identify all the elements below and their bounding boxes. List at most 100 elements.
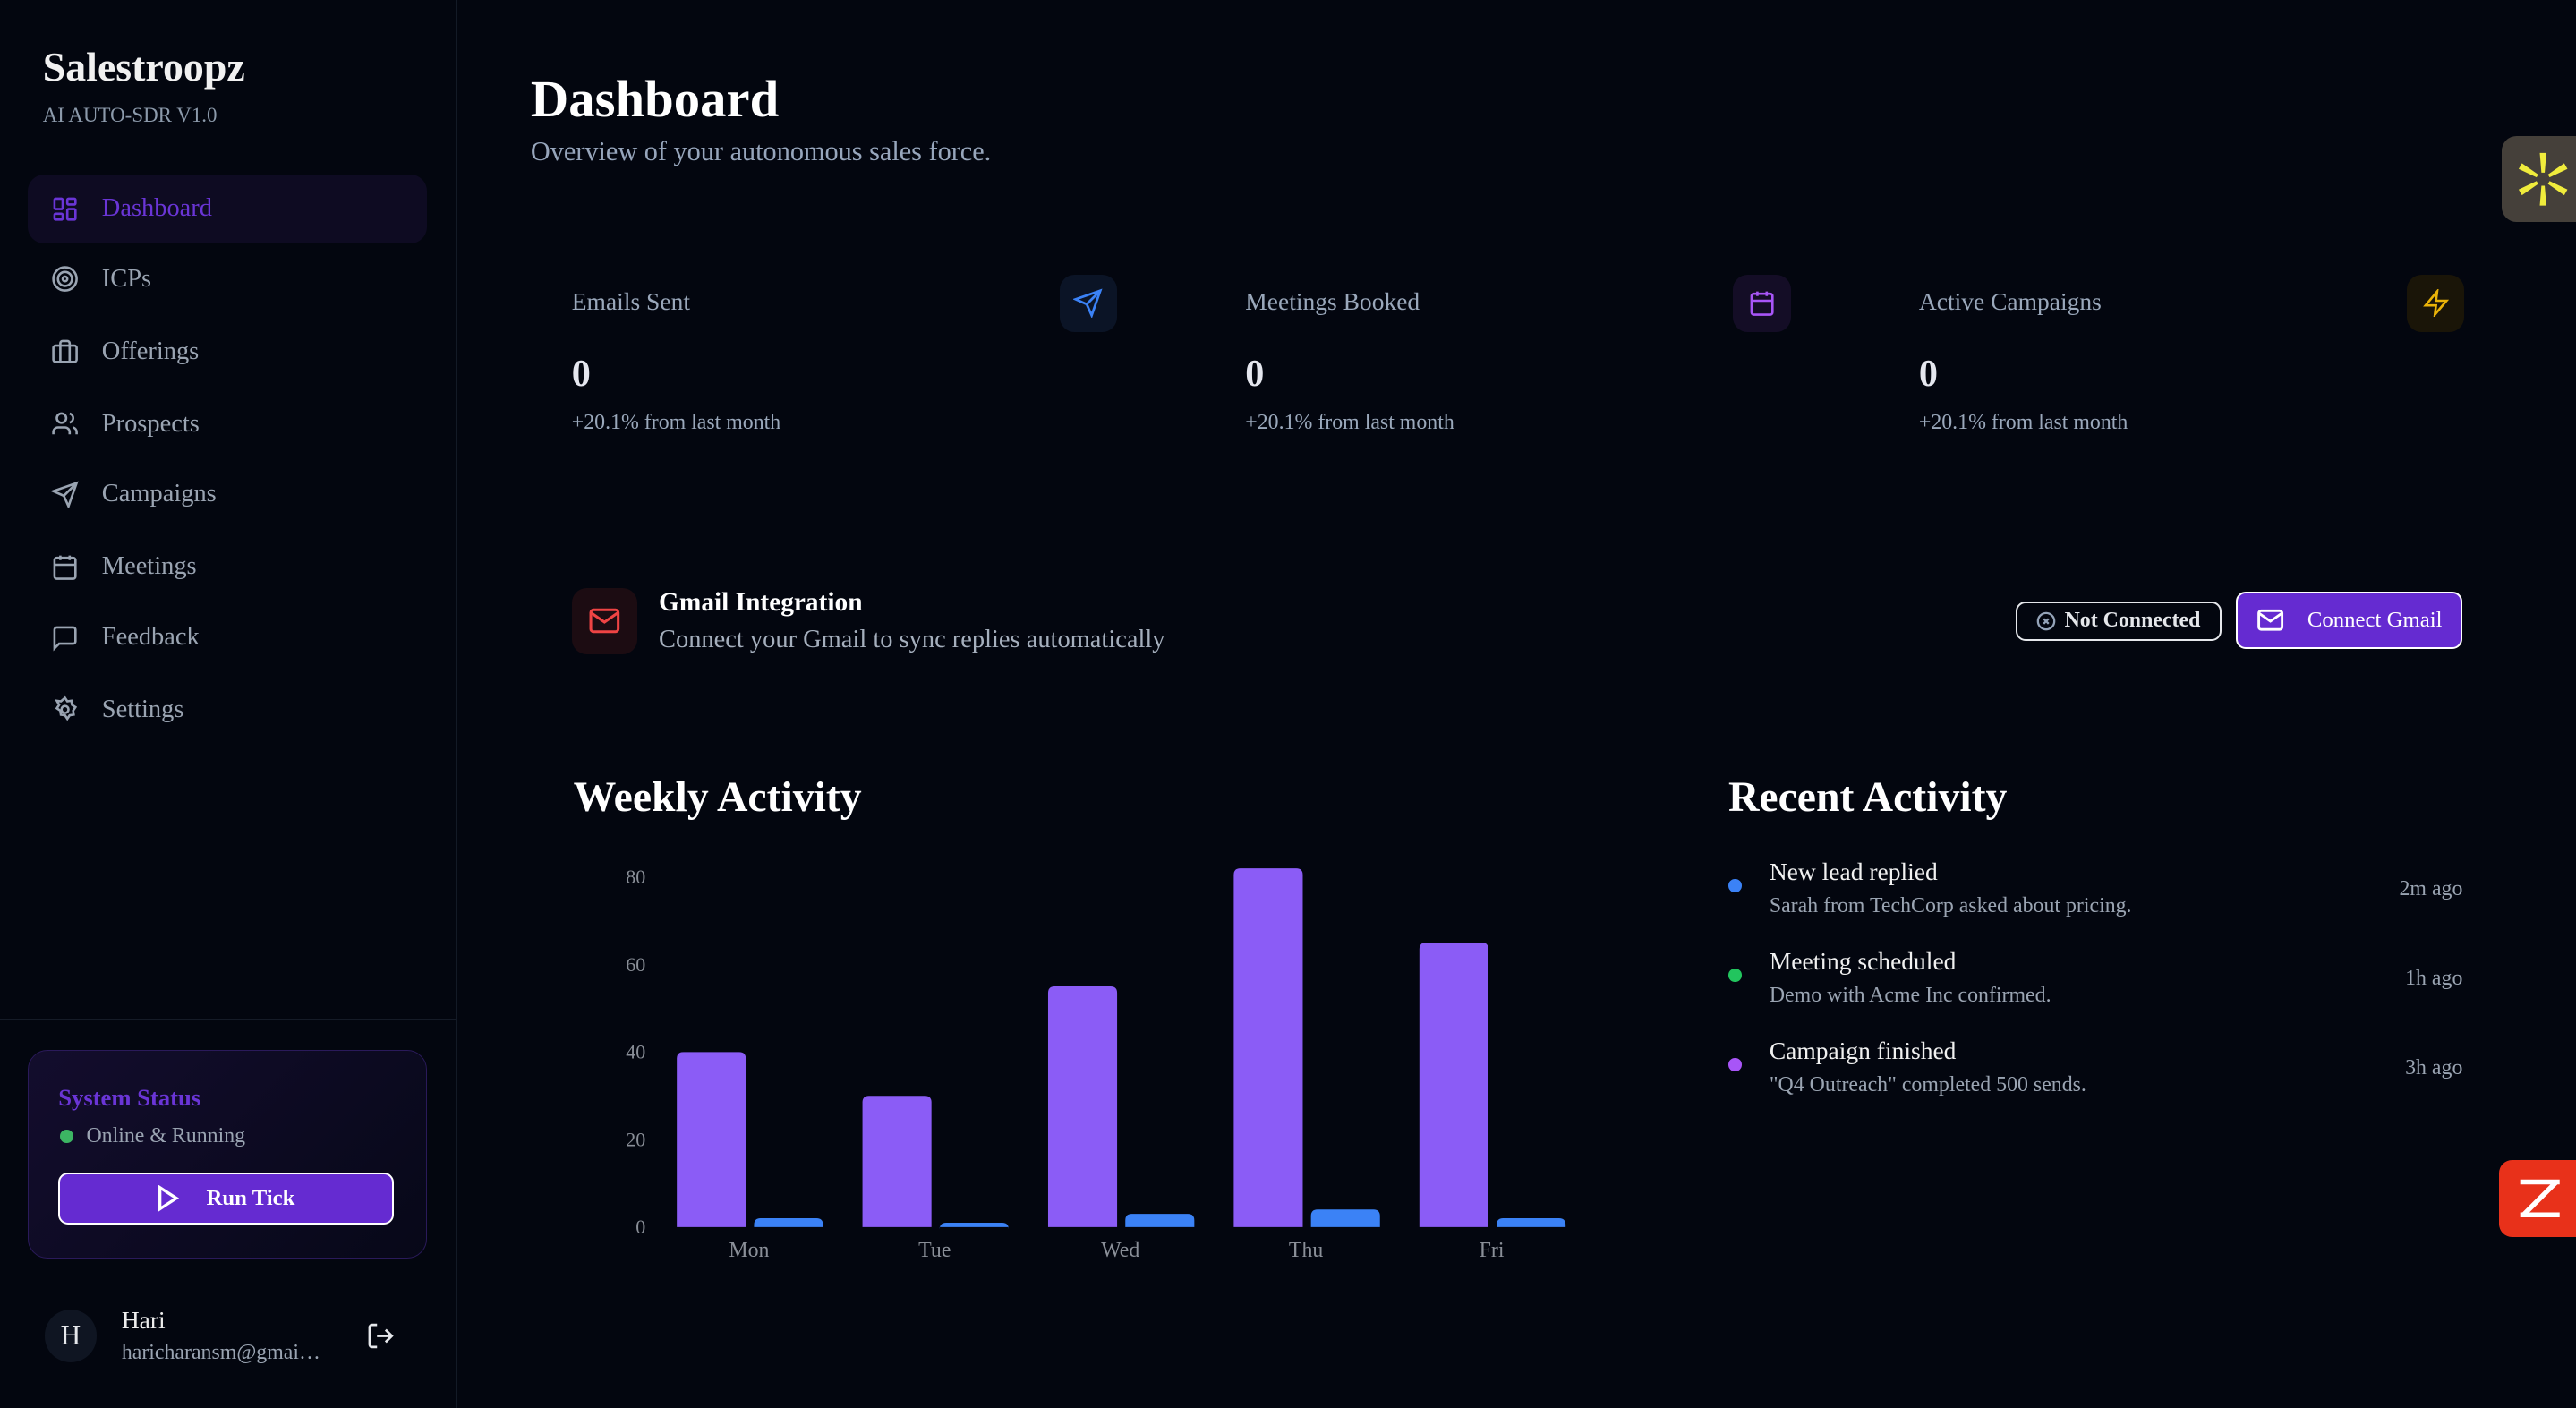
system-status-text: Online & Running: [86, 1124, 246, 1148]
bar-tue-series-0: [862, 1096, 932, 1228]
stat-label: Meetings Booked: [1245, 287, 1420, 316]
x-tick-label: Mon: [729, 1239, 769, 1262]
send-icon: [50, 481, 79, 509]
connect-gmail-label: Connect Gmail: [2307, 607, 2443, 632]
mail-icon: [2257, 610, 2284, 631]
system-status-title: System Status: [58, 1083, 201, 1111]
sidebar-item-label: Dashboard: [101, 194, 212, 223]
user-email: haricharansm@gmai…: [121, 1340, 320, 1364]
play-icon: [158, 1185, 180, 1212]
weekly-activity-title: Weekly Activity: [573, 772, 862, 821]
activity-item: Campaign finished "Q4 Outreach" complete…: [1727, 1037, 2463, 1102]
activity-item: New lead replied Sarah from TechCorp ask…: [1727, 858, 2463, 923]
stat-value: 0: [1918, 352, 1938, 395]
target-icon: [52, 266, 78, 293]
zap-icon: [2407, 274, 2465, 332]
activity-title: Meeting scheduled: [1769, 947, 1957, 976]
bar-fri-series-0: [1419, 943, 1488, 1228]
stat-change: +20.1% from last month: [1918, 410, 2128, 434]
activity-dot: [1727, 1058, 1742, 1071]
bar-mon-series-0: [677, 1052, 746, 1228]
sidebar: Salestroopz AI AUTO-SDR V1.0 Dashboard I…: [0, 0, 458, 1408]
stat-change: +20.1% from last month: [1245, 410, 1454, 434]
sidebar-item-label: Prospects: [101, 409, 200, 438]
y-tick-label: 0: [635, 1216, 645, 1238]
activity-description: "Q4 Outreach" completed 500 sends.: [1769, 1072, 2086, 1097]
users-icon: [52, 412, 78, 435]
gmail-integration-subtitle: Connect your Gmail to sync replies autom…: [659, 626, 1165, 654]
activity-time: 2m ago: [2399, 877, 2463, 901]
stat-value: 0: [1245, 352, 1265, 395]
sidebar-item-offerings[interactable]: Offerings: [28, 317, 427, 386]
system-status-card: System Status Online & Running Run Tick: [28, 1049, 428, 1259]
sidebar-item-prospects[interactable]: Prospects: [28, 389, 427, 458]
bar-thu-series-0: [1233, 868, 1303, 1228]
logout-icon[interactable]: [364, 1321, 397, 1351]
x-tick-label: Tue: [918, 1239, 951, 1262]
z-widget-icon[interactable]: [2498, 1159, 2576, 1238]
x-tick-label: Wed: [1101, 1239, 1139, 1262]
stat-label: Active Campaigns: [1918, 287, 2102, 316]
activity-title: New lead replied: [1769, 858, 1938, 886]
connection-status-badge: Not Connected: [2016, 601, 2222, 641]
activity-description: Sarah from TechCorp asked about pricing.: [1769, 893, 2132, 917]
sidebar-item-label: ICPs: [101, 265, 152, 294]
bar-thu-series-1: [1310, 1209, 1380, 1228]
page-subtitle: Overview of your autonomous sales force.: [530, 136, 992, 167]
sidebar-item-label: Offerings: [101, 337, 200, 365]
sidebar-item-feedback[interactable]: Feedback: [28, 603, 427, 672]
asterisk-widget-icon[interactable]: [2502, 136, 2576, 222]
activity-dot: [1727, 878, 1742, 892]
x-circle-icon: [2037, 611, 2056, 631]
send-icon: [1059, 274, 1118, 332]
user-name: Hari: [121, 1306, 166, 1335]
briefcase-icon: [52, 339, 78, 363]
sidebar-item-label: Feedback: [101, 623, 200, 652]
settings-icon: [54, 695, 77, 721]
sidebar-divider: [0, 1019, 457, 1020]
stat-card-meetings-booked: Meetings Booked 0 +20.1% from last month: [1245, 274, 1791, 439]
sidebar-item-label: Meetings: [101, 552, 197, 581]
bar-mon-series-1: [754, 1218, 823, 1228]
stat-card-emails-sent: Emails Sent 0 +20.1% from last month: [571, 274, 1118, 439]
avatar: H: [44, 1309, 98, 1362]
sidebar-item-settings[interactable]: Settings: [28, 675, 427, 744]
stat-value: 0: [571, 352, 591, 395]
bar-tue-series-1: [939, 1223, 1009, 1230]
gmail-integration-title: Gmail Integration: [659, 588, 863, 618]
bar-wed-series-0: [1048, 986, 1118, 1228]
calendar-icon: [1733, 274, 1791, 332]
mail-icon: [571, 588, 638, 654]
weekly-activity-chart: 0 20 40 60 80 Mon Tue Wed Thu Fri: [626, 866, 1566, 1262]
brand-name: Salestroopz: [42, 43, 245, 90]
bar-wed-series-1: [1125, 1214, 1195, 1228]
run-tick-button[interactable]: Run Tick: [58, 1172, 394, 1225]
stat-card-active-campaigns: Active Campaigns 0 +20.1% from last mont…: [1918, 274, 2465, 439]
bar-fri-series-1: [1497, 1218, 1566, 1228]
activity-dot: [1727, 969, 1742, 982]
run-tick-label: Run Tick: [206, 1186, 295, 1211]
brand-subtitle: AI AUTO-SDR V1.0: [42, 103, 218, 126]
y-tick-label: 20: [626, 1129, 645, 1151]
x-tick-label: Thu: [1289, 1239, 1324, 1262]
activity-item: Meeting scheduled Demo with Acme Inc con…: [1727, 947, 2463, 1012]
sidebar-item-meetings[interactable]: Meetings: [28, 533, 427, 602]
sidebar-item-campaigns[interactable]: Campaigns: [28, 460, 427, 529]
sidebar-item-label: Settings: [101, 695, 184, 723]
activity-time: 1h ago: [2405, 967, 2463, 991]
page-title: Dashboard: [530, 70, 780, 129]
sidebar-item-dashboard[interactable]: Dashboard: [28, 174, 428, 243]
y-tick-label: 40: [626, 1041, 645, 1063]
connect-gmail-button[interactable]: Connect Gmail: [2236, 591, 2463, 649]
sidebar-item-icps[interactable]: ICPs: [28, 244, 427, 313]
recent-activity-title: Recent Activity: [1727, 772, 2008, 821]
y-tick-label: 60: [626, 953, 645, 976]
activity-description: Demo with Acme Inc confirmed.: [1769, 983, 2051, 1007]
y-tick-label: 80: [626, 866, 645, 888]
x-tick-label: Fri: [1480, 1239, 1505, 1262]
message-square-icon: [53, 626, 77, 652]
stat-change: +20.1% from last month: [571, 410, 781, 434]
activity-time: 3h ago: [2405, 1056, 2463, 1080]
stat-label: Emails Sent: [571, 287, 690, 316]
